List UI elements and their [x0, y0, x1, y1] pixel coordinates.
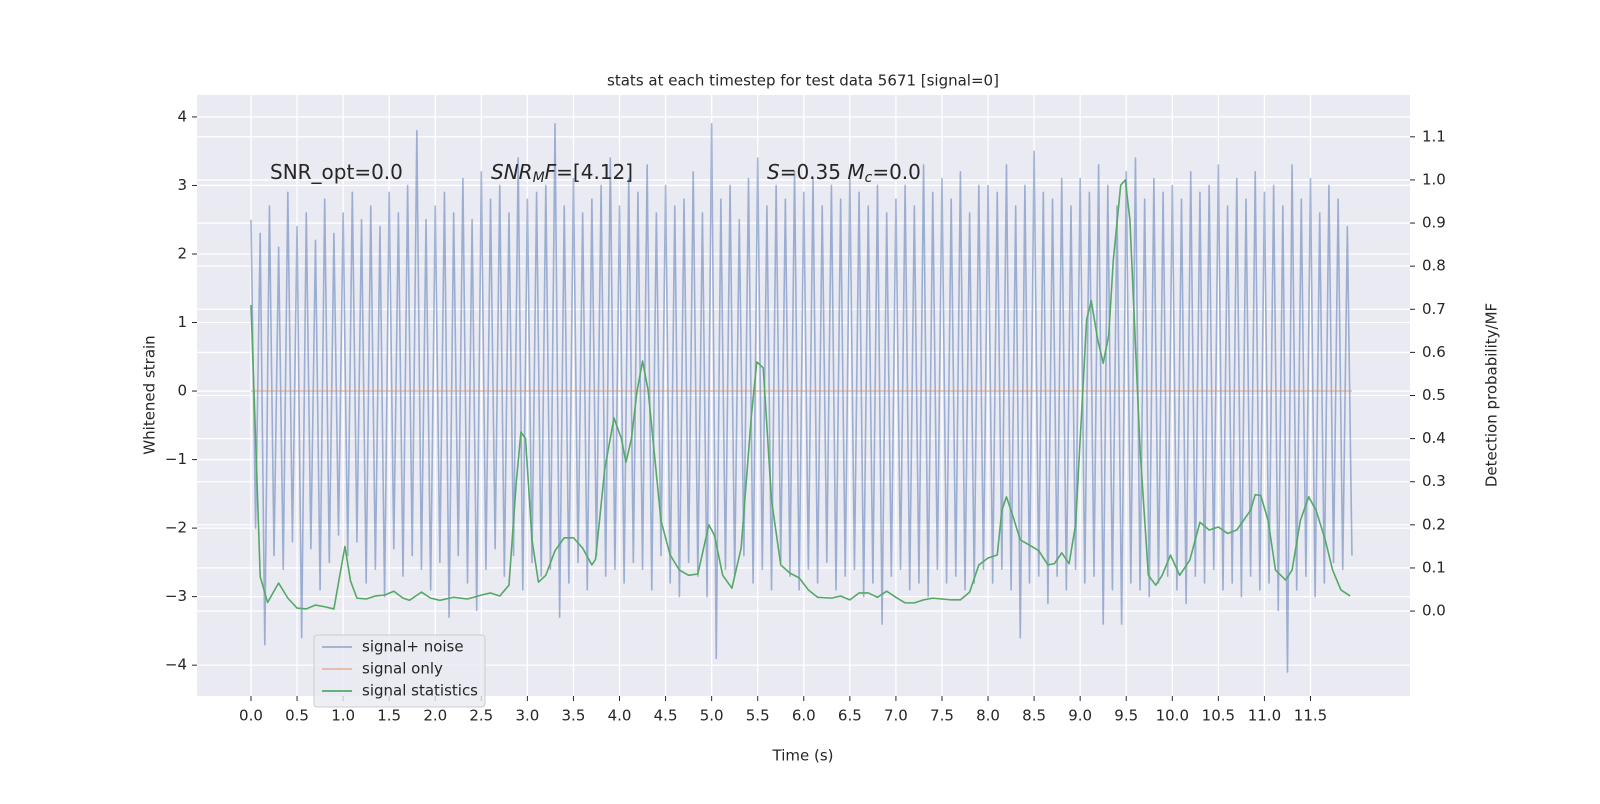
annotation: SNRMF=[4.12]	[491, 160, 633, 187]
annotation-part: =0.35	[780, 160, 848, 184]
y-tick-label: −1	[165, 450, 187, 468]
x-tick-label: 8.5	[1022, 707, 1046, 725]
y-tick-label: −3	[165, 587, 187, 605]
x-tick-label: 11.0	[1248, 707, 1281, 725]
x-tick-label: 5.5	[746, 707, 770, 725]
y2-tick-label: 0.9	[1422, 214, 1446, 232]
y2-tick-label: 0.0	[1422, 602, 1446, 620]
x-tick-label: 7.5	[930, 707, 954, 725]
y-tick-label: 1	[177, 313, 187, 331]
x-tick-label: 3.0	[515, 707, 539, 725]
legend: signal+ noise signal only signal statistic…	[313, 634, 486, 708]
x-tick-label: 11.5	[1294, 707, 1327, 725]
annotation-part: =[4.12]	[556, 160, 633, 184]
x-tick-label: 0.0	[239, 707, 263, 725]
annotation-part: SNR_opt=0.0	[270, 160, 403, 184]
legend-box	[313, 634, 486, 708]
y-axis-label: Whitened strain	[141, 335, 159, 454]
y-tick-label: −4	[165, 656, 187, 674]
x-tick-label: 7.0	[884, 707, 908, 725]
x-tick-label: 3.5	[562, 707, 586, 725]
y-tick-label: 3	[177, 176, 187, 194]
legend-label: signal+ noise	[362, 638, 464, 656]
x-tick-label: 0.5	[285, 707, 309, 725]
x-tick-label: 6.5	[838, 707, 862, 725]
y2-axis-label: Detection probability/MF	[1483, 303, 1501, 487]
y2-tick-label: 0.5	[1422, 386, 1446, 404]
legend-label: signal statistics	[362, 682, 478, 700]
annotation-part: S	[767, 160, 780, 184]
x-tick-label: 2.0	[423, 707, 447, 725]
y2-tick-label: 1.0	[1422, 170, 1446, 188]
x-tick-label: 10.5	[1202, 707, 1235, 725]
annotation: SNR_opt=0.0	[270, 160, 403, 184]
x-tick-label: 6.0	[792, 707, 816, 725]
x-tick-label: 8.0	[976, 707, 1000, 725]
annotation-part: M	[847, 160, 864, 184]
y-tick-label: 0	[177, 382, 187, 400]
x-axis-label: Time (s)	[772, 747, 834, 765]
x-tick-label: 4.0	[608, 707, 632, 725]
x-tick-label: 10.0	[1156, 707, 1189, 725]
y2-tick-label: 0.1	[1422, 558, 1446, 576]
annotation-part: M	[533, 170, 545, 186]
x-tick-label: 4.5	[654, 707, 678, 725]
y2-tick-label: 0.3	[1422, 472, 1446, 490]
y2-tick-label: 0.4	[1422, 429, 1446, 447]
y2-tick-label: 0.8	[1422, 257, 1446, 275]
x-tick-label: 9.5	[1114, 707, 1138, 725]
annotation: S=0.35 Mc=0.0	[767, 160, 921, 187]
y2-tick-label: 0.7	[1422, 300, 1446, 318]
x-tick-label: 1.5	[377, 707, 401, 725]
y2-tick-label: 1.1	[1422, 127, 1446, 145]
x-tick-label: 1.0	[331, 707, 355, 725]
annotation-part: SNR	[491, 160, 533, 184]
y2-tick-label: 0.2	[1422, 515, 1446, 533]
annotation-part: c	[865, 170, 873, 186]
annotation-part: F	[545, 160, 557, 184]
y2-tick-label: 0.6	[1422, 343, 1446, 361]
x-tick-label: 9.0	[1068, 707, 1092, 725]
y-tick-label: 4	[177, 107, 187, 125]
series-line	[250, 179, 1351, 610]
y-tick-label: −2	[165, 519, 187, 537]
x-tick-label: 5.0	[700, 707, 724, 725]
chart-title: stats at each timestep for test data 567…	[607, 72, 999, 90]
legend-label: signal only	[362, 660, 443, 678]
annotation-part: =0.0	[872, 160, 921, 184]
x-tick-label: 2.5	[469, 707, 493, 725]
y-tick-label: 2	[177, 244, 187, 262]
